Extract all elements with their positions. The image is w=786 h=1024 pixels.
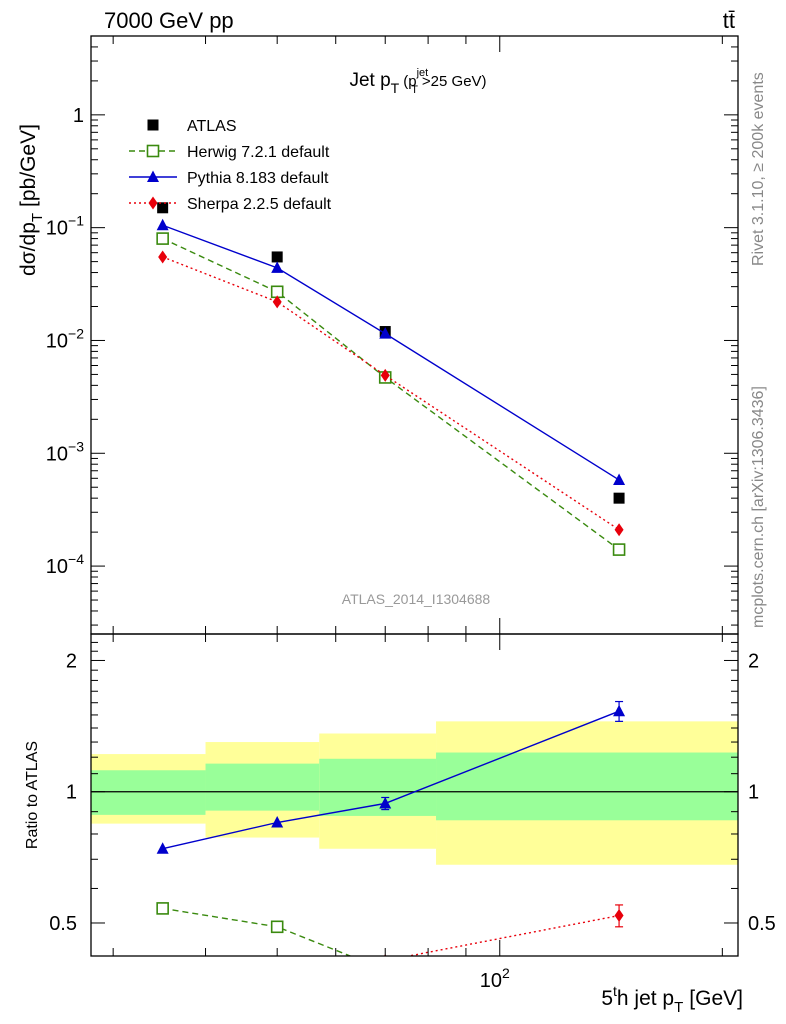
legend-label-sherpa-2-2-5-default: Sherpa 2.2.5 default bbox=[187, 196, 332, 213]
pythia-8-183-default-point bbox=[379, 327, 392, 339]
sherpa-2-2-5-default-point bbox=[158, 250, 168, 264]
pythia-8-183-default-ratio-point bbox=[613, 704, 626, 717]
ratio-y-tick-label-right: 1 bbox=[748, 782, 759, 804]
legend-marker-atlas bbox=[147, 119, 159, 131]
herwig-7-2-1-default-ratio-point bbox=[380, 965, 391, 976]
ratio-inner-band-3 bbox=[436, 752, 738, 821]
axis-tick-labels: 1 10−1 10−2 10−3 10−4 102 0.5 0.5 1 1 2 2 bbox=[46, 105, 776, 992]
ratio-y-tick-label-right: 0.5 bbox=[748, 913, 776, 935]
legend-marker-pythia-8-183-default bbox=[147, 170, 159, 182]
sherpa-2-2-5-default-point bbox=[272, 295, 282, 309]
ratio-series-layer bbox=[156, 700, 626, 987]
herwig-7-2-1-default-ratio-point bbox=[156, 902, 169, 915]
main-y-tick-label: 10−3 bbox=[46, 438, 84, 465]
legend-label-atlas: ATLAS bbox=[187, 118, 237, 135]
y-axis-label: dσ/dpT[pb/GeV] bbox=[17, 124, 46, 276]
axis-ticks bbox=[91, 35, 738, 956]
pythia-8-183-default-line bbox=[162, 224, 620, 481]
pythia-8-183-default-ratio-point bbox=[271, 816, 284, 828]
herwig-7-2-1-default-line bbox=[162, 237, 620, 551]
x-tick-label: 102 bbox=[480, 965, 510, 992]
ratio-y-tick-label-right: 2 bbox=[748, 650, 759, 672]
ratio-y-axis-label: Ratio to ATLAS bbox=[24, 741, 41, 849]
ratio-inner-band-0 bbox=[91, 770, 206, 815]
pythia-8-183-default-point bbox=[271, 261, 284, 273]
herwig-7-2-1-default-point bbox=[156, 232, 169, 245]
x-axis-label: 5th jet pT [GeV] bbox=[601, 983, 743, 1016]
main-y-tick-label: 10−2 bbox=[46, 325, 84, 352]
ratio-y-tick-label-left: 2 bbox=[66, 650, 77, 672]
legend-marker-sherpa-2-2-5-default bbox=[148, 196, 158, 210]
ratio-uncertainty-bands bbox=[91, 721, 738, 865]
sherpa-2-2-5-default-ratio-point bbox=[273, 959, 282, 972]
mcplots-label: mcplots.cern.ch [arXiv:1306.3436] bbox=[750, 386, 767, 628]
main-series-layer bbox=[156, 202, 626, 556]
ratio-plot-frame bbox=[90, 633, 739, 957]
sherpa-2-2-5-default-ratio-line bbox=[405, 914, 620, 956]
ratio-inner-band-1 bbox=[205, 763, 320, 811]
pythia-8-183-default-ratio-point bbox=[156, 842, 169, 854]
rivet-label: Rivet 3.1.10, ≥ 200k events bbox=[750, 72, 767, 266]
ratio-y-tick-label-left: 1 bbox=[66, 782, 77, 804]
sherpa-2-2-5-default-point bbox=[380, 368, 390, 382]
herwig-7-2-1-default-point bbox=[612, 543, 626, 556]
atlas-point bbox=[613, 492, 625, 504]
main-y-tick-label: 10−4 bbox=[46, 551, 84, 578]
analysis-watermark: ATLAS_2014_I1304688 bbox=[342, 591, 491, 607]
pythia-8-183-default-point bbox=[156, 218, 169, 231]
atlas-point bbox=[271, 251, 283, 263]
legend-marker-herwig-7-2-1-default bbox=[146, 144, 160, 158]
sherpa-2-2-5-default-ratio-point bbox=[614, 909, 624, 923]
sherpa-2-2-5-default-line bbox=[162, 256, 620, 531]
atlas-point bbox=[157, 202, 169, 214]
herwig-7-2-1-default-ratio-point bbox=[270, 920, 284, 934]
sherpa-2-2-5-default-point bbox=[614, 523, 624, 537]
legend: ATLAS Herwig 7.2.1 default Pythia 8.183 de… bbox=[129, 118, 332, 213]
chart-title: Jet pT (pjet T >25 GeV) bbox=[349, 67, 486, 96]
pythia-8-183-default-ratio-point bbox=[379, 796, 392, 809]
ratio-y-tick-label-left: 0.5 bbox=[49, 913, 77, 935]
legend-label-herwig-7-2-1-default: Herwig 7.2.1 default bbox=[187, 144, 330, 161]
sherpa-2-2-5-default-ratio-point bbox=[158, 974, 167, 987]
pythia-8-183-default-ratio-line bbox=[162, 710, 620, 850]
ratio-inner-band-2 bbox=[319, 758, 437, 816]
pythia-8-183-default-point bbox=[613, 473, 626, 485]
main-y-tick-label: 1 bbox=[73, 105, 84, 127]
legend-label-pythia-8-183-default: Pythia 8.183 default bbox=[187, 170, 329, 187]
energy-label: 7000 GeV pp bbox=[104, 8, 234, 33]
main-y-tick-label: 10−1 bbox=[46, 213, 84, 240]
process-label: tt̄ bbox=[723, 8, 735, 33]
herwig-7-2-1-default-ratio-line bbox=[162, 907, 353, 956]
